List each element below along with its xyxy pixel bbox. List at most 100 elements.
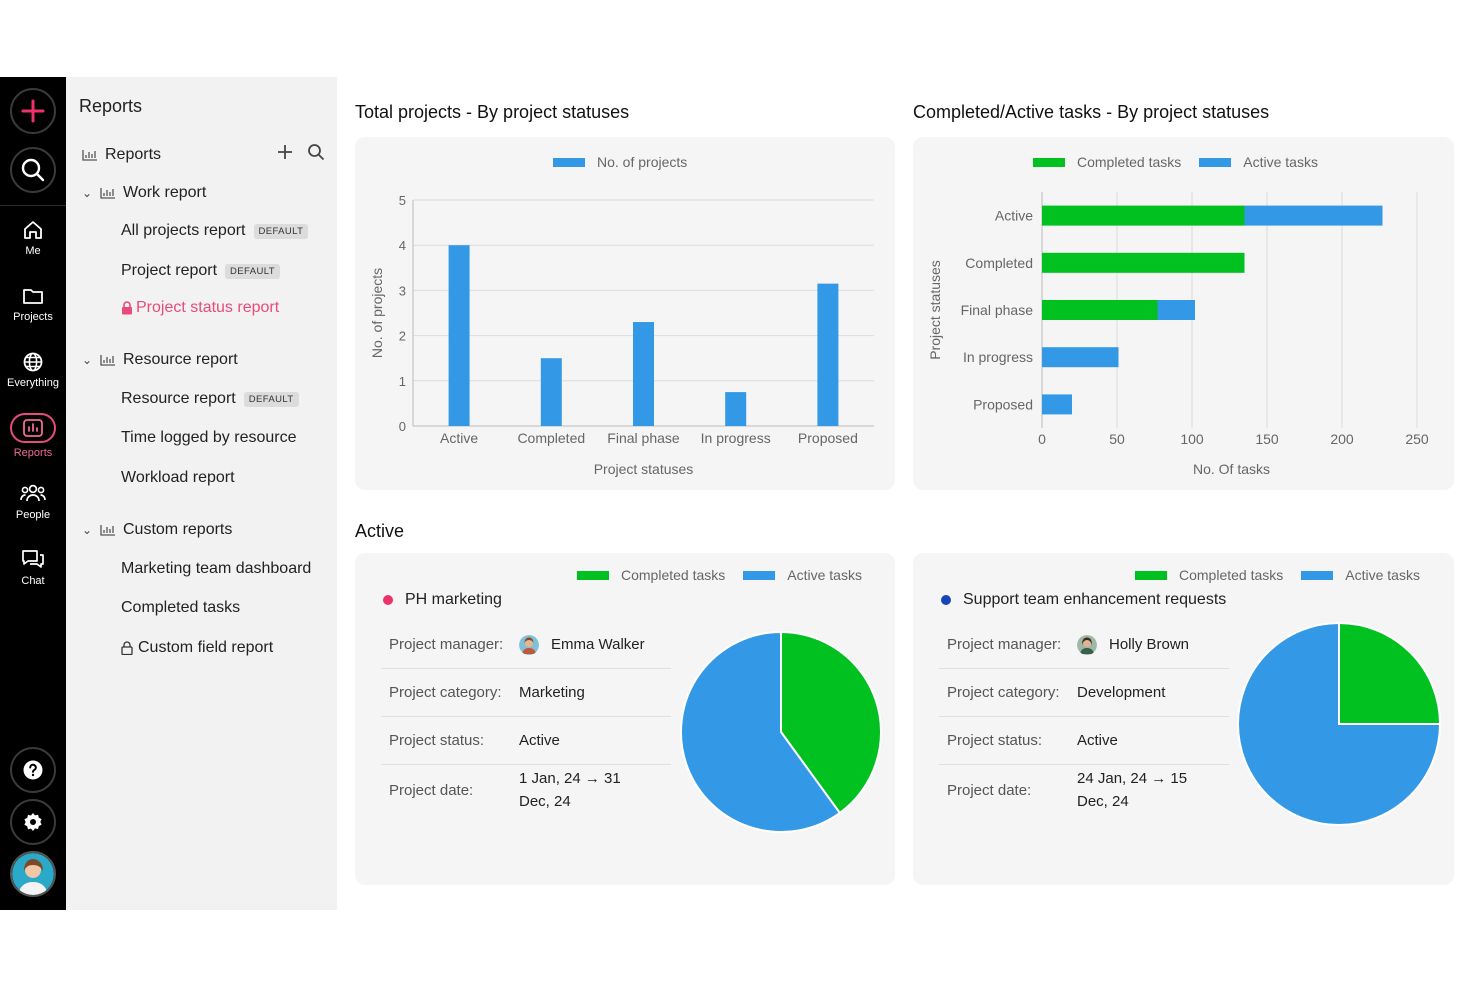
project-date-row: Project date: 24 Jan, 24 → 15 Dec, 24 [939,765,1229,815]
rail-item-everything[interactable]: Everything [0,351,66,389]
globe-icon [23,352,43,372]
project-title[interactable]: PH marketing [383,591,502,609]
pie2-legend: Completed tasks Active tasks [1135,567,1420,583]
report-chart-icon [100,525,115,536]
search-icon[interactable] [307,143,325,161]
rail-item-me[interactable]: Me [0,219,66,257]
rail-item-people[interactable]: People [0,483,66,521]
legend-label: Completed tasks [1179,567,1284,583]
bar-segment [1042,205,1245,226]
bar-segment [1042,252,1245,273]
project-manager-row: Project manager: Emma Walker [381,621,671,669]
project-card-ph-marketing[interactable]: Completed tasks Active tasks PH marketin… [355,553,895,885]
rail-label: Projects [13,311,53,323]
bar [633,322,654,426]
field-label: Project status: [389,732,485,749]
user-avatar-button[interactable] [10,851,56,897]
y-tick-label: Proposed [973,396,1033,412]
report-item-custom-field[interactable]: Custom field report [121,637,273,659]
bar-segment [1244,205,1383,226]
rail-label: Chat [21,575,45,587]
y-tick-label: 1 [399,374,406,389]
rail-label: People [15,509,51,521]
gear-icon [24,813,42,831]
field-label: Project category: [389,684,502,701]
field-value: Emma Walker [519,633,645,656]
home-icon [24,221,42,239]
sidebar-title: Reports [79,96,143,116]
x-tick-label: 200 [1330,431,1354,447]
rail-item-projects[interactable]: Projects [0,285,66,323]
report-item-all-projects[interactable]: All projects report DEFAULT [121,220,309,242]
lock-icon [121,641,133,655]
field-value: 24 Jan, 24 → 15 Dec, 24 [1077,767,1187,813]
rail-label: Reports [13,447,53,459]
report-item-completed-tasks[interactable]: Completed tasks [121,597,240,619]
y-axis-title: No. of projects [369,268,385,358]
project-category-row: Project category: Development [939,669,1229,717]
avatar [1077,634,1097,655]
field-label: Project manager: [389,636,504,653]
date-line: Dec, 24 [1077,793,1129,810]
report-item-label: Custom field report [138,639,274,656]
chart1-card: No. of projects 0 1 2 3 4 5 Active Completed Fin… [355,137,895,490]
help-icon [23,760,43,780]
reports-sidebar: Reports Reports ⌄ Work report All projec… [66,77,337,910]
report-item-label: All projects report [121,222,246,239]
report-item-resource-report[interactable]: Resource report DEFAULT [121,388,299,410]
field-label: Project date: [389,781,474,799]
tree-group-custom-reports[interactable]: ⌄ Custom reports [82,519,232,541]
bar [725,392,747,426]
help-button[interactable] [10,747,56,793]
icon-rail: Me Projects Everything Reports People Ch… [0,77,66,910]
rail-item-chat[interactable]: Chat [0,549,66,587]
tree-group-resource-report[interactable]: ⌄ Resource report [82,349,238,371]
chart1-title: Total projects - By project statuses [355,102,630,122]
project-card-support-team[interactable]: Completed tasks Active tasks Support tea… [913,553,1454,885]
x-tick-label: 250 [1405,431,1429,447]
settings-button[interactable] [10,799,56,845]
tree-root-reports[interactable]: Reports [82,144,161,166]
create-button[interactable] [10,88,56,134]
field-value: Marketing [519,684,585,701]
report-item-project-status-selected[interactable]: Project status report [121,297,279,319]
default-badge: DEFAULT [225,263,280,279]
pie-slice [780,630,882,815]
chart2-svg: 0 50 100 150 200 250 Active Completed Final phas… [927,192,1429,477]
x-axis-title: Project statuses [594,461,694,477]
search-button[interactable] [10,147,56,193]
project-title[interactable]: Support team enhancement requests [941,591,1226,609]
avatar [12,853,54,895]
group-label: Custom reports [123,521,233,538]
report-item-workload[interactable]: Workload report [121,467,235,489]
add-report-icon[interactable] [277,144,293,160]
legend-label: Active tasks [1243,154,1318,170]
rail-label: Me [25,245,41,257]
search-icon [21,158,45,182]
y-tick-label: 5 [399,193,406,208]
project-name: Support team enhancement requests [963,591,1227,608]
bar-segment [1042,347,1119,368]
report-item-time-logged[interactable]: Time logged by resource [121,427,297,449]
y-axis-title: Project statuses [927,260,943,360]
rail-divider [0,205,66,206]
pie-slice [1338,621,1442,725]
field-label: Project category: [947,684,1060,701]
report-item-project-report[interactable]: Project report DEFAULT [121,260,280,282]
y-tick-label: 2 [399,329,406,344]
plus-icon [21,99,45,123]
project-color-dot [383,595,393,605]
field-value: Development [1077,684,1166,701]
bar [540,358,562,426]
report-item-label: Marketing team dashboard [121,560,312,577]
x-tick-label: Active [440,430,478,446]
bar-segment [1157,300,1195,320]
y-tick-label: Final phase [961,302,1034,318]
rail-item-reports[interactable]: Reports [0,413,66,459]
bar-segment [1042,300,1158,320]
y-tick-label: 0 [399,419,406,434]
report-item-marketing-dashboard[interactable]: Marketing team dashboard [121,558,311,580]
group-label: Resource report [123,351,238,368]
tree-group-work-report[interactable]: ⌄ Work report [82,182,206,204]
project-date-row: Project date: 1 Jan, 24 → 31 Dec, 24 [381,765,671,815]
